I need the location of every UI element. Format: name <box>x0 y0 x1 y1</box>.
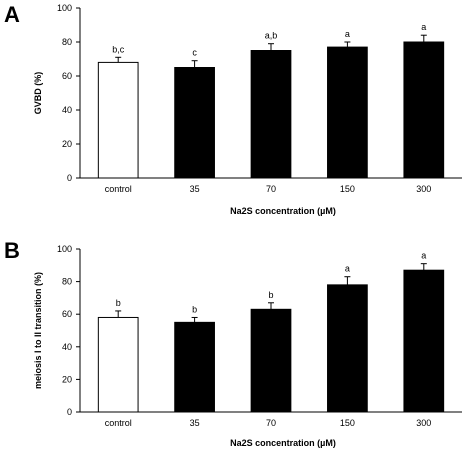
panel-label: A <box>4 2 20 27</box>
y-tick-label: 20 <box>62 139 72 149</box>
y-tick-label: 0 <box>67 407 72 417</box>
significance-label: b <box>192 304 197 314</box>
significance-label: b,c <box>112 44 125 54</box>
y-tick-label: 80 <box>62 277 72 287</box>
x-tick-label: control <box>105 418 132 428</box>
significance-label: a <box>345 264 350 274</box>
x-tick-label: 300 <box>416 184 431 194</box>
bar-150 <box>327 46 368 179</box>
significance-label: a <box>421 251 426 261</box>
panel-label: B <box>4 238 20 263</box>
significance-label: a <box>345 29 350 39</box>
significance-label: b <box>268 290 273 300</box>
significance-label: c <box>192 48 197 58</box>
x-tick-label: 35 <box>190 418 200 428</box>
bar-control <box>97 316 139 413</box>
bar-300 <box>403 269 445 413</box>
y-tick-label: 100 <box>57 244 72 254</box>
x-tick-label: 300 <box>416 418 431 428</box>
bar-150 <box>327 284 368 413</box>
x-tick-label: 150 <box>340 184 355 194</box>
bar-70 <box>250 308 292 413</box>
y-tick-label: 80 <box>62 37 72 47</box>
y-tick-label: 60 <box>62 309 72 319</box>
bar-35 <box>174 321 215 413</box>
x-tick-label: 35 <box>190 184 200 194</box>
bar-70 <box>250 50 292 179</box>
y-axis-title: GVBD (%) <box>33 72 43 115</box>
x-axis-title: Na2S concentration (µM) <box>230 206 336 216</box>
chart-panel-b: B 0 20 40 60 80 100 meiosis I to II transition … <box>4 238 462 448</box>
y-tick-label: 100 <box>57 3 72 13</box>
x-axis-title: Na2S concentration (µM) <box>230 438 336 448</box>
significance-label: b <box>116 298 121 308</box>
y-tick-label: 40 <box>62 342 72 352</box>
bar-35 <box>174 67 215 179</box>
y-tick-label: 40 <box>62 105 72 115</box>
x-tick-label: control <box>105 184 132 194</box>
y-axis-title: meiosis I to II transition (%) <box>33 272 43 389</box>
bar-300 <box>403 41 445 179</box>
x-tick-label: 70 <box>266 418 276 428</box>
y-tick-label: 20 <box>62 374 72 384</box>
x-tick-label: 150 <box>340 418 355 428</box>
y-tick-label: 60 <box>62 71 72 81</box>
bar-control <box>97 61 139 179</box>
chart-panel-a: A 0 20 40 60 80 100 GVBD (%) b,c control c 35 a,b 70 a… <box>4 2 462 216</box>
x-tick-label: 70 <box>266 184 276 194</box>
significance-label: a,b <box>265 31 278 41</box>
significance-label: a <box>421 22 426 32</box>
y-tick-label: 0 <box>67 173 72 183</box>
